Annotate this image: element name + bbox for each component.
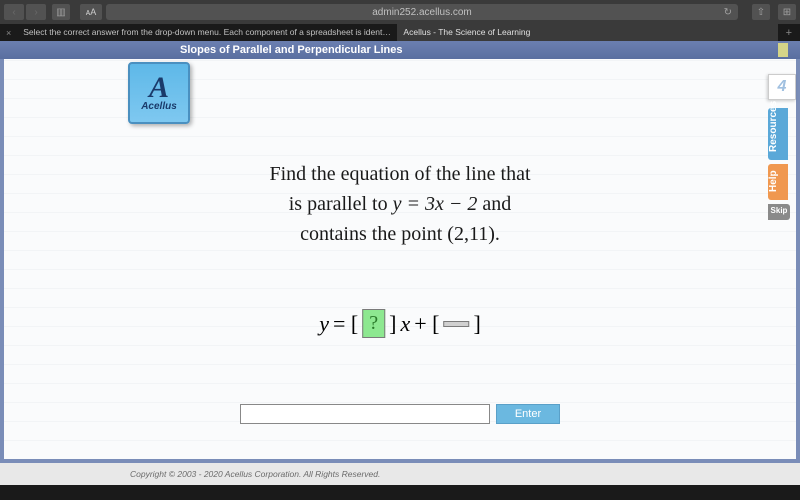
bottom-spacer: [0, 485, 800, 500]
url-text: admin252.acellus.com: [372, 7, 472, 18]
side-tabs: 4 Resources Help Skip: [768, 74, 796, 220]
tab-brainly[interactable]: Select the correct answer from the drop-…: [17, 24, 397, 41]
reader-button[interactable]: ᴀA: [80, 4, 102, 20]
eq-x: x: [400, 311, 410, 337]
tab-acellus[interactable]: Acellus - The Science of Learning: [397, 24, 777, 41]
resources-tab[interactable]: Resources: [768, 108, 788, 160]
eq-y: y: [319, 311, 329, 337]
footer: Copyright © 2003 - 2020 Acellus Corporat…: [0, 463, 800, 485]
acellus-logo: A Acellus: [128, 62, 190, 124]
forward-button[interactable]: ›: [26, 4, 46, 20]
close-tab-icon[interactable]: ×: [0, 28, 17, 38]
share-icon[interactable]: ⇧: [752, 4, 770, 20]
answer-input[interactable]: [240, 404, 490, 424]
header-flag-icon[interactable]: [778, 43, 788, 57]
browser-toolbar: ‹ › ▥ ᴀA admin252.acellus.com ↻ ⇧ ⊞: [0, 0, 800, 24]
eq-bracket-2: ]: [473, 311, 480, 337]
tabs-icon[interactable]: ⊞: [778, 4, 796, 20]
skip-tab[interactable]: Skip: [768, 204, 790, 220]
eq-plus: + [: [414, 311, 439, 337]
equation-template: y = [ ? ] x + [ ]: [319, 309, 481, 338]
answer-row: Enter: [240, 404, 560, 424]
eq-equals: = [: [333, 311, 358, 337]
help-tab[interactable]: Help: [768, 164, 788, 200]
back-button[interactable]: ‹: [4, 4, 24, 20]
url-bar-wrap: ᴀA admin252.acellus.com ↻: [80, 4, 738, 20]
intercept-input-box[interactable]: [443, 321, 469, 327]
bottom-bar: Copyright © 2003 - 2020 Acellus Corporat…: [0, 459, 800, 500]
lesson-title: Slopes of Parallel and Perpendicular Lin…: [180, 44, 403, 56]
refresh-icon[interactable]: ↻: [724, 7, 732, 18]
problem-line-3: contains the point (2,11).: [170, 219, 630, 249]
copyright-text: Copyright © 2003 - 2020 Acellus Corporat…: [130, 469, 380, 479]
eq-bracket-1: ]: [389, 311, 396, 337]
lesson-header: Slopes of Parallel and Perpendicular Lin…: [0, 41, 800, 59]
new-tab-icon[interactable]: +: [778, 27, 800, 39]
enter-button[interactable]: Enter: [496, 404, 560, 424]
logo-name: Acellus: [141, 101, 177, 112]
main-content: A Acellus Find the equation of the line …: [0, 59, 800, 459]
problem-line-2: is parallel to y = 3x − 2 and: [170, 189, 630, 219]
url-bar[interactable]: admin252.acellus.com ↻: [106, 4, 738, 20]
sidebar-toggle-icon[interactable]: ▥: [52, 4, 70, 20]
question-number: 4: [768, 74, 796, 100]
logo-letter: A: [149, 74, 169, 101]
problem-statement: Find the equation of the line that is pa…: [170, 159, 630, 249]
toolbar-right: ⇧ ⊞: [748, 4, 796, 20]
slope-input-box[interactable]: ?: [362, 309, 385, 338]
tabs-bar: × Select the correct answer from the dro…: [0, 24, 800, 41]
problem-line-1: Find the equation of the line that: [170, 159, 630, 189]
